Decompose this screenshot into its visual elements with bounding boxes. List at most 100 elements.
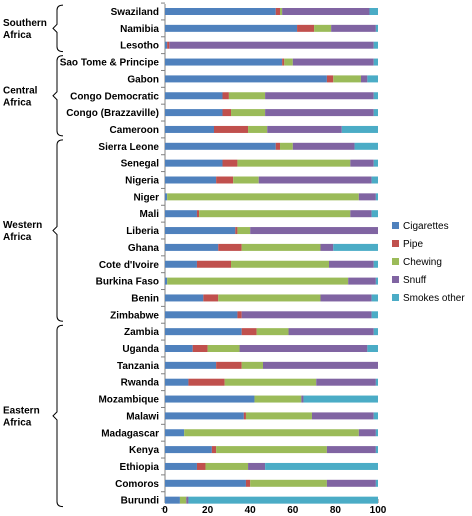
legend-swatch (392, 294, 399, 301)
category-label: Mozambique (98, 395, 159, 406)
bar-chewing (231, 109, 266, 117)
category-label: Benin (131, 293, 159, 304)
category-label: Sao Tome & Principe (60, 58, 160, 69)
bar-smokes-other (367, 75, 378, 83)
category-label: Nigeria (125, 176, 159, 187)
bar-chewing (241, 243, 321, 251)
bar-snuff (262, 361, 378, 369)
bar-chewing (167, 193, 359, 201)
bar-cigarettes (165, 446, 212, 454)
bar-snuff (311, 412, 374, 420)
bar-chewing (224, 378, 317, 386)
bar-smokes-other (375, 378, 378, 386)
bar-smokes-other (371, 176, 378, 184)
bar-snuff (358, 193, 376, 201)
bar-smokes-other (371, 311, 378, 319)
category-label: Niger (133, 192, 159, 203)
bar-snuff (329, 260, 374, 268)
bar-smokes-other (375, 24, 378, 32)
bar-snuff (265, 92, 374, 100)
bar-snuff (348, 277, 376, 285)
bar-snuff (320, 294, 372, 302)
bar-cigarettes (165, 41, 168, 49)
bar-pipe (213, 125, 249, 133)
bar-snuff (248, 462, 266, 470)
bar-chewing (314, 24, 332, 32)
bar-pipe (188, 378, 225, 386)
bar-cigarettes (165, 361, 217, 369)
bar-pipe (222, 159, 238, 167)
legend-label: Pipe (403, 239, 423, 250)
category-label: Namibia (120, 24, 159, 35)
category-label: Madagascar (101, 428, 159, 439)
bar-pipe (222, 109, 232, 117)
bar-smokes-other (341, 125, 378, 133)
bar-cigarettes (165, 24, 298, 32)
bar-cigarettes (165, 125, 214, 133)
bar-smokes-other (375, 446, 378, 454)
bar-smokes-other (367, 345, 378, 352)
bar-snuff (292, 58, 374, 66)
bar-chewing (179, 496, 187, 504)
category-label: Senegal (121, 159, 160, 170)
region-brace (52, 139, 64, 322)
bar-cigarettes (165, 142, 276, 150)
bar-snuff (320, 243, 334, 251)
bar-chewing (237, 159, 351, 167)
bar-pipe (196, 210, 200, 218)
bar-pipe (243, 412, 246, 420)
category-label: Malawi (126, 411, 159, 422)
region-label: Africa (3, 30, 32, 41)
bar-cigarettes (165, 227, 236, 235)
bar-pipe (275, 8, 281, 15)
legend-label: Smokes other (403, 293, 465, 304)
category-label: Congo Democratic (70, 91, 159, 102)
region-label: Eastern (3, 405, 40, 416)
bar-cigarettes (165, 75, 327, 83)
bar-pipe (275, 142, 281, 150)
legend-swatch (392, 276, 399, 283)
bar-chewing (218, 294, 321, 302)
bar-smokes-other (371, 294, 378, 302)
bar-smokes-other (373, 412, 378, 420)
bar-snuff (169, 41, 374, 49)
bar-chewing (231, 260, 330, 268)
region-label: Africa (3, 97, 32, 108)
bar-cigarettes (165, 429, 185, 437)
bar-cigarettes (165, 260, 197, 268)
x-tick-label: 40 (245, 505, 257, 516)
category-label: Ghana (128, 243, 160, 254)
bar-smokes-other (373, 159, 378, 167)
category-label: Cameroon (110, 125, 159, 136)
bar-snuff (360, 75, 368, 83)
bar-chewing (205, 462, 249, 470)
bar-snuff (241, 311, 372, 319)
bar-cigarettes (165, 109, 223, 117)
bar-snuff (239, 345, 368, 352)
legend-label: Snuff (403, 275, 426, 286)
bar-chewing (245, 412, 312, 420)
region-label: Western (3, 220, 42, 231)
legend-swatch (392, 222, 399, 229)
bar-cigarettes (165, 159, 223, 167)
region-label: Central (3, 85, 38, 96)
bar-smokes-other (333, 243, 378, 251)
bar-pipe (237, 311, 242, 319)
bar-smokes-other (373, 58, 378, 66)
bar-chewing (280, 8, 283, 15)
bar-cigarettes (165, 8, 276, 15)
bar-cigarettes (165, 210, 197, 218)
bar-chewing (237, 227, 251, 235)
bar-cigarettes (165, 294, 204, 302)
bar-cigarettes (165, 496, 180, 504)
category-label: Burkina Faso (96, 277, 159, 288)
bar-chewing (250, 479, 327, 487)
category-label: Ethiopia (120, 462, 160, 473)
x-tick-label: 80 (330, 505, 342, 516)
bar-cigarettes (165, 58, 283, 66)
bar-snuff (267, 125, 342, 133)
category-label: Mali (140, 209, 160, 220)
bar-chewing (333, 75, 361, 83)
category-label: Comoros (115, 479, 159, 490)
